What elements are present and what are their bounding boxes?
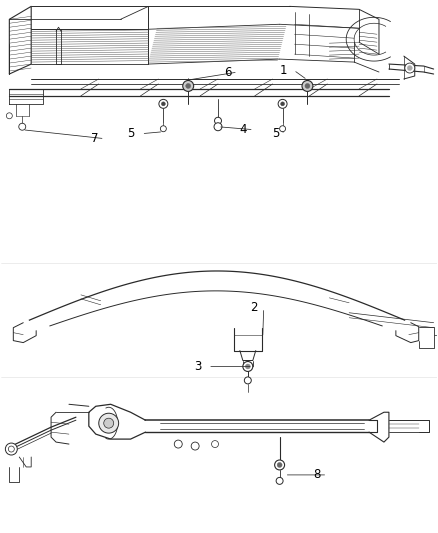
Circle shape	[19, 123, 26, 130]
Circle shape	[7, 113, 12, 119]
Circle shape	[278, 99, 287, 108]
Circle shape	[277, 463, 282, 467]
Text: 6: 6	[224, 66, 231, 78]
Circle shape	[244, 377, 251, 384]
Circle shape	[281, 102, 285, 106]
Circle shape	[302, 80, 313, 92]
Text: 1: 1	[279, 63, 287, 77]
Circle shape	[183, 80, 194, 92]
Text: 7: 7	[91, 132, 98, 145]
Text: 5: 5	[127, 127, 135, 140]
Circle shape	[159, 99, 168, 108]
Text: 5: 5	[272, 127, 279, 140]
Circle shape	[215, 117, 222, 124]
Circle shape	[405, 63, 415, 73]
Text: 2: 2	[250, 301, 257, 314]
Circle shape	[191, 442, 199, 450]
Circle shape	[305, 84, 310, 88]
Circle shape	[279, 126, 286, 132]
Circle shape	[8, 446, 14, 452]
Text: 3: 3	[194, 360, 201, 373]
Circle shape	[186, 84, 191, 88]
Circle shape	[5, 443, 17, 455]
Circle shape	[104, 418, 114, 428]
Circle shape	[276, 478, 283, 484]
Circle shape	[407, 66, 412, 70]
Circle shape	[245, 364, 250, 369]
Circle shape	[243, 361, 253, 372]
Text: 8: 8	[314, 469, 321, 481]
Circle shape	[212, 441, 219, 448]
Circle shape	[174, 440, 182, 448]
Circle shape	[214, 123, 222, 131]
Circle shape	[99, 413, 119, 433]
Circle shape	[161, 102, 165, 106]
Text: 4: 4	[240, 123, 247, 136]
Circle shape	[160, 126, 166, 132]
Circle shape	[275, 460, 285, 470]
